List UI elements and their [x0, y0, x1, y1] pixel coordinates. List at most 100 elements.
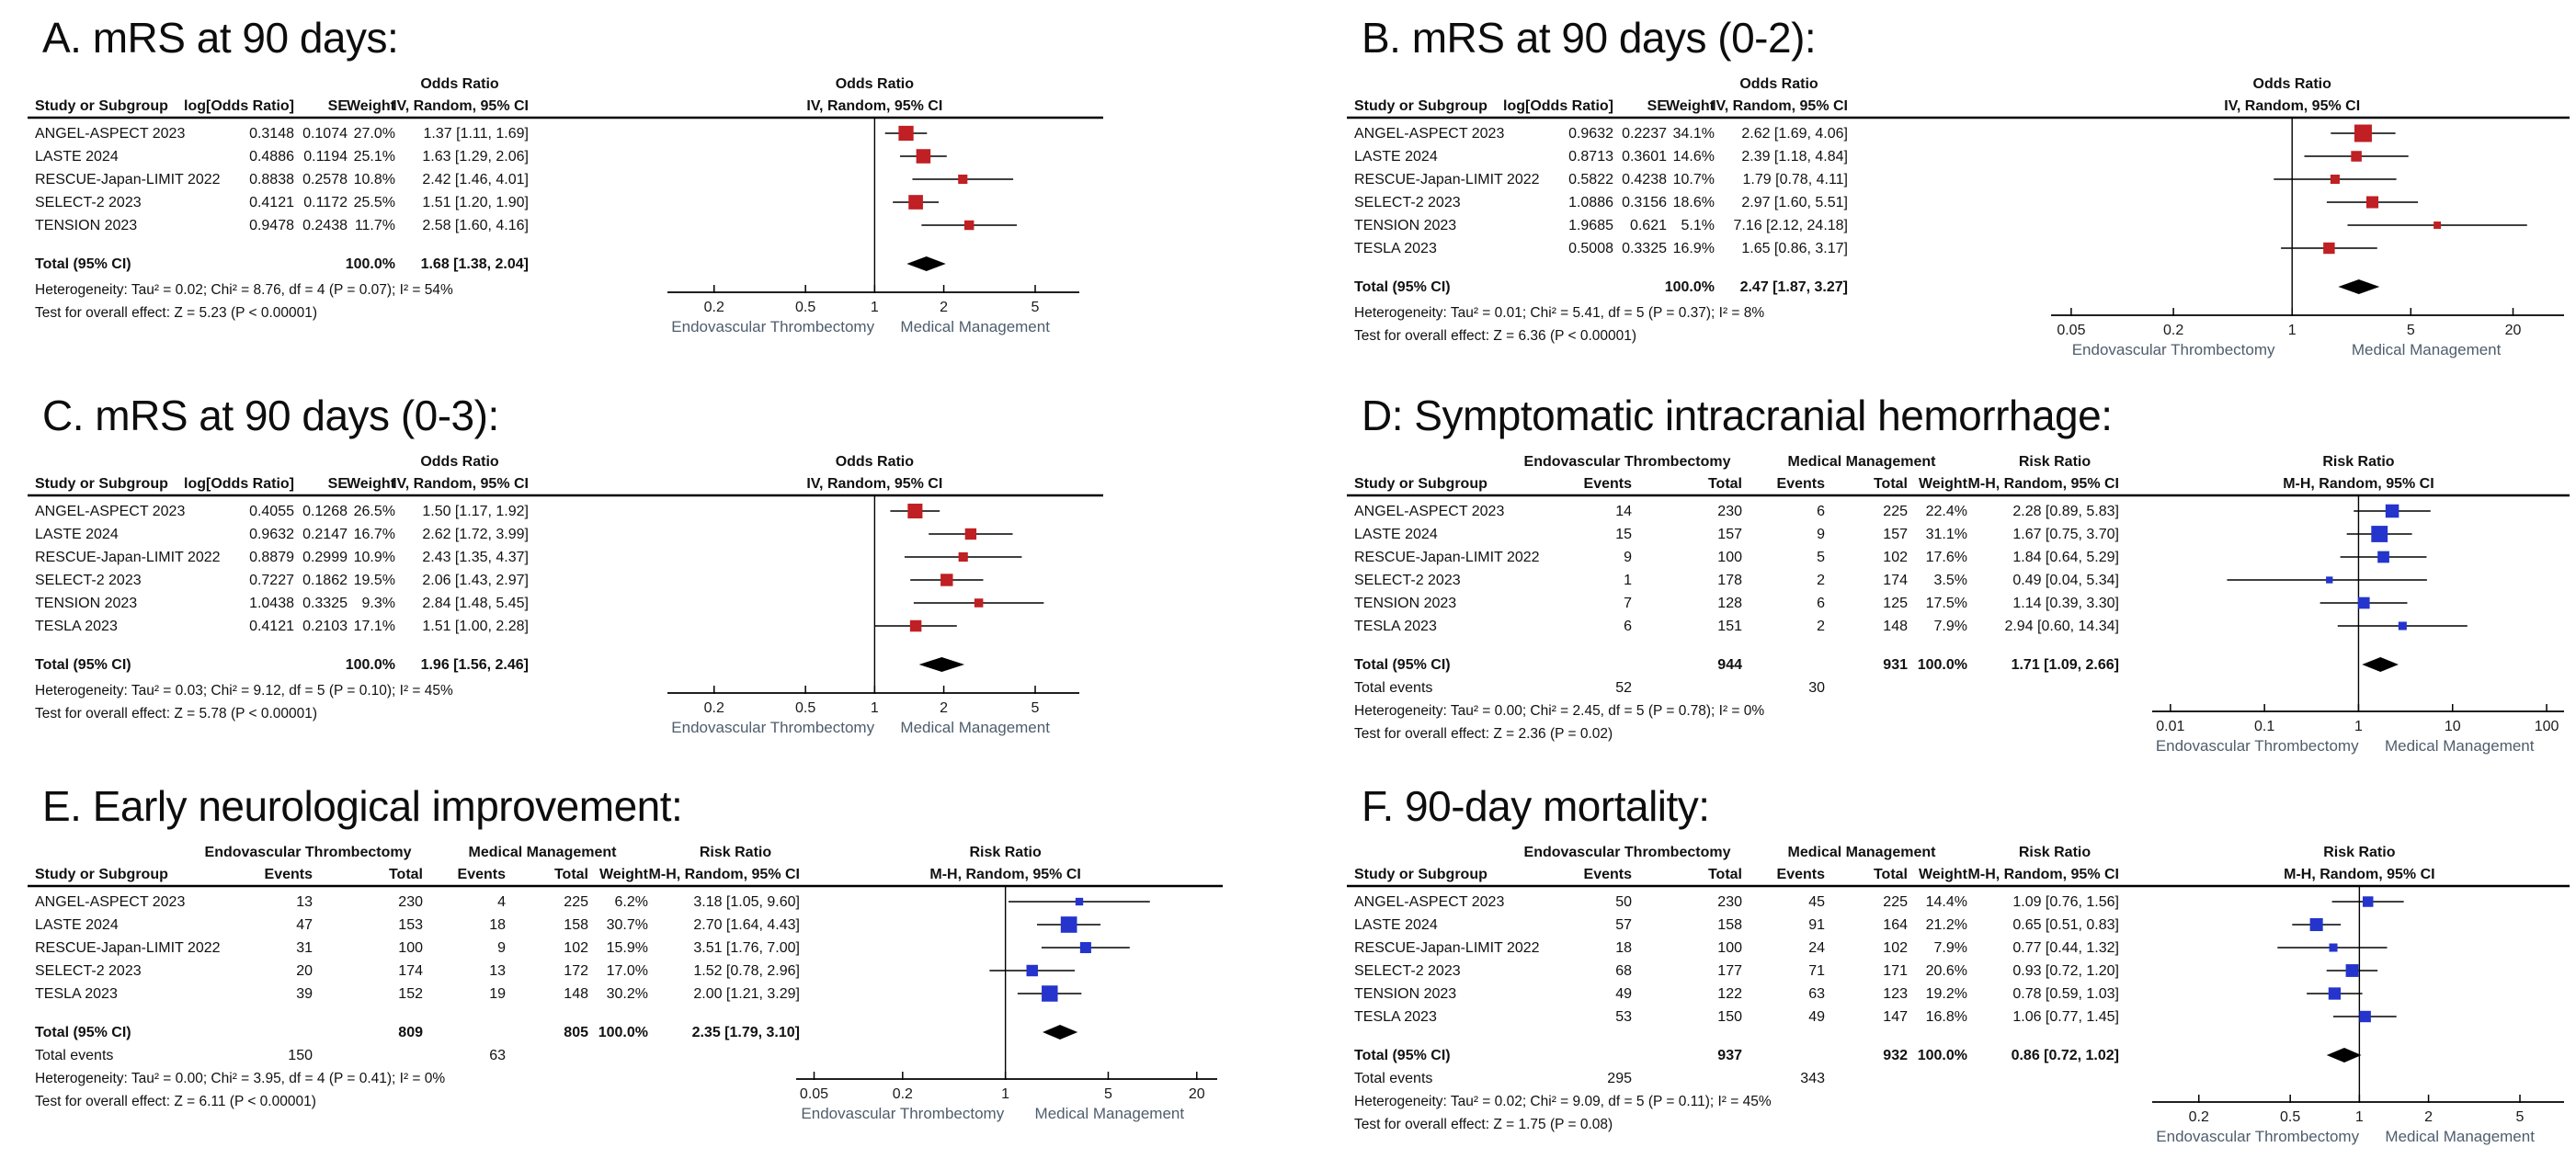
axis-tick-label: 0.1 [2254, 719, 2274, 734]
ci-value: 2.62 [1.69, 4.06] [1741, 126, 1848, 142]
total-ci: 1.68 [1.38, 2.04] [421, 256, 529, 272]
study-label: RESCUE-Japan-LIMIT 2022 [1354, 550, 1540, 565]
total-events-label: Total events [1354, 1071, 1432, 1086]
study-label: ANGEL-ASPECT 2023 [35, 504, 185, 519]
study-label: ANGEL-ASPECT 2023 [35, 894, 185, 910]
heterogeneity-text: Heterogeneity: Tau² = 0.02; Chi² = 8.76,… [35, 282, 453, 298]
study-label: ANGEL-ASPECT 2023 [1354, 504, 1504, 519]
effect-measure-header: Risk Ratio [2019, 845, 2091, 860]
weight-value: 19.5% [354, 573, 395, 588]
ci-value: 1.51 [1.20, 1.90] [422, 195, 529, 210]
total1-value: 122 [1717, 986, 1742, 1002]
total2-value: 225 [1883, 894, 1908, 910]
group1-header: Endovascular Thrombectomy [1524, 845, 1731, 860]
events2-value: 63 [1808, 986, 1825, 1002]
ci-value: 2.06 [1.43, 2.97] [422, 573, 529, 588]
effect-measure-header: Odds Ratio [1739, 76, 1818, 92]
ci-value: 1.79 [0.78, 4.11] [1743, 172, 1848, 187]
weight-value: 16.8% [1926, 1009, 1967, 1025]
study-label: TESLA 2023 [1354, 619, 1437, 634]
total2-value: 102 [564, 940, 588, 956]
panel-C-plot: Odds Ratio Odds Ratio Study or Subgroup log… [28, 454, 1103, 736]
se-value: 0.3601 [1622, 149, 1667, 165]
panel-D-plot: Endovascular Thrombectomy Medical Managem… [1347, 454, 2570, 755]
total2-sum: 931 [1883, 657, 1908, 673]
ci-value: 3.51 [1.76, 7.00] [693, 940, 800, 956]
panel-A-title: A. mRS at 90 days: [42, 14, 399, 62]
overall-effect-text: Test for overall effect: Z = 1.75 (P = 0… [1354, 1117, 1613, 1132]
axis-tick-label: 2 [2424, 1109, 2433, 1125]
total2-sum: 805 [564, 1025, 588, 1040]
ci-value: 7.16 [2.12, 24.18] [1733, 218, 1848, 233]
weight-value: 25.5% [354, 195, 395, 210]
weight-column-header: Weight [1666, 98, 1715, 114]
events1-column-header: Events [1584, 476, 1633, 492]
total-ci: 0.86 [0.72, 1.02] [2012, 1048, 2119, 1063]
overall-effect-text: Test for overall effect: Z = 6.36 (P < 0… [1354, 328, 1636, 344]
ci-column-header-plot: IV, Random, 95% CI [2224, 98, 2360, 114]
overall-effect-text: Test for overall effect: Z = 5.23 (P < 0… [35, 305, 317, 321]
weight-value: 10.8% [354, 172, 395, 187]
total1-value: 158 [1717, 917, 1742, 933]
heterogeneity-text: Heterogeneity: Tau² = 0.03; Chi² = 9.12,… [35, 683, 453, 699]
total2-value: 171 [1883, 963, 1908, 979]
study-label: LASTE 2024 [1354, 149, 1438, 165]
se-value: 0.1862 [302, 573, 348, 588]
axis-tick-label: 5 [2516, 1109, 2525, 1125]
events1-value: 9 [1624, 550, 1632, 565]
favours-left-label: Endovascular Thrombectomy [2156, 1128, 2359, 1145]
ci-column-header: IV, Random, 95% CI [393, 98, 529, 114]
total2-value: 147 [1883, 1009, 1908, 1025]
axis-tick-label: 0.05 [800, 1086, 828, 1102]
se-column-header: SE [328, 476, 348, 492]
weight-value: 19.2% [1926, 986, 1967, 1002]
effect-measure-header-plot: Risk Ratio [2323, 845, 2395, 860]
study-label: SELECT-2 2023 [35, 963, 142, 979]
axis-tick-label: 1 [2355, 1109, 2364, 1125]
log-or-value: 0.8879 [249, 550, 294, 565]
total1-value: 230 [1717, 894, 1742, 910]
effect-square [2345, 964, 2359, 977]
ci-column-header: IV, Random, 95% CI [1712, 98, 1848, 114]
log-or-value: 0.3148 [249, 126, 294, 142]
weight-value: 7.9% [1934, 619, 1967, 634]
total2-column-header: Total [554, 867, 588, 882]
group2-header: Medical Management [1788, 454, 1937, 470]
weight-value: 34.1% [1673, 126, 1715, 142]
ci-value: 3.18 [1.05, 9.60] [693, 894, 800, 910]
axis-tick-label: 5 [1032, 700, 1040, 716]
total2-value: 123 [1883, 986, 1908, 1002]
panel-F: F. 90-day mortality: Endovascular Thrombe… [1347, 781, 2570, 1159]
total-weight: 100.0% [598, 1025, 648, 1040]
study-label: SELECT-2 2023 [35, 573, 142, 588]
weight-value: 15.9% [607, 940, 648, 956]
events2-value: 49 [1808, 1009, 1825, 1025]
events1-value: 14 [1615, 504, 1632, 519]
study-label: RESCUE-Japan-LIMIT 2022 [35, 172, 221, 187]
weight-value: 21.2% [1926, 917, 1967, 933]
axis-tick-label: 0.01 [2156, 719, 2184, 734]
events2-value: 6 [1817, 504, 1825, 519]
total-weight: 100.0% [1918, 657, 1967, 673]
study-label: RESCUE-Japan-LIMIT 2022 [1354, 172, 1540, 187]
total-row-label: Total (95% CI) [35, 1025, 131, 1040]
axis-tick-label: 1 [1001, 1086, 1009, 1102]
weight-value: 20.6% [1926, 963, 1967, 979]
total1-column-header: Total [1708, 867, 1742, 882]
effect-square [908, 195, 923, 210]
heterogeneity-text: Heterogeneity: Tau² = 0.00; Chi² = 2.45,… [1354, 703, 1764, 719]
effect-square [974, 598, 984, 608]
favours-right-label: Medical Management [900, 719, 1050, 736]
total2-value: 174 [1883, 573, 1908, 588]
total1-value: 178 [1717, 573, 1742, 588]
effect-square [1060, 916, 1077, 933]
total2-value: 102 [1883, 550, 1908, 565]
weight-value: 25.1% [354, 149, 395, 165]
ci-value: 0.77 [0.44, 1.32] [2012, 940, 2119, 956]
study-label: ANGEL-ASPECT 2023 [1354, 894, 1504, 910]
effect-measure-header-plot: Risk Ratio [970, 845, 1042, 860]
axis-tick-label: 1 [871, 700, 879, 716]
weight-value: 26.5% [354, 504, 395, 519]
weight-value: 14.6% [1673, 149, 1715, 165]
events2-value: 71 [1808, 963, 1825, 979]
